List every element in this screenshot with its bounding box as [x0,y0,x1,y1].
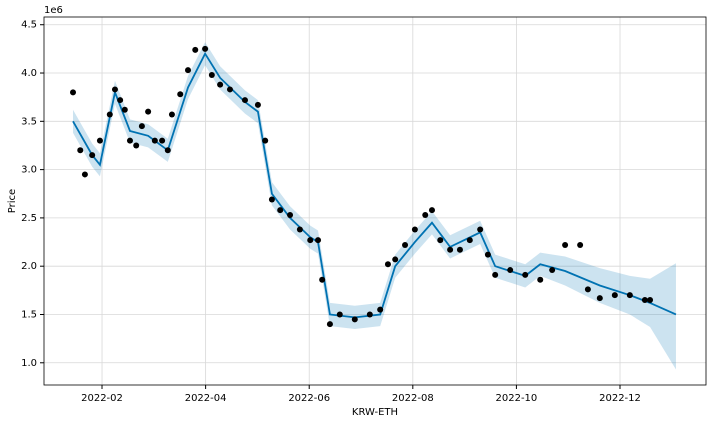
observed-point [164,147,171,154]
observed-point [111,86,118,93]
y-tick-label: 4.0 [21,68,37,79]
observed-point [96,137,103,144]
observed-point [611,292,618,299]
observed-point [437,237,444,244]
observed-point [192,46,199,53]
y-tick-label: 3.0 [21,165,37,176]
plot-frame [43,16,707,386]
observed-point [447,246,454,253]
observed-point [77,147,84,154]
observed-point [296,226,303,233]
observed-point [402,241,409,248]
observed-point [596,295,603,302]
observed-point [477,226,484,233]
observed-point [411,226,418,233]
observed-point [277,207,284,214]
observed-point [315,237,322,244]
observed-point [241,97,248,104]
observed-point [254,101,261,108]
observed-point [117,97,124,104]
observed-point [336,311,343,318]
x-tick-label: 2022-04 [185,393,227,404]
y-tick-label: 4.5 [21,20,37,31]
observed-point [326,321,333,328]
observed-point [287,212,294,219]
observed-point [151,137,158,144]
observed-point [208,71,215,78]
observed-point [202,45,209,52]
observed-point [549,267,556,274]
observed-point [217,81,224,88]
observed-point [138,123,145,130]
x-tick-label: 2022-02 [81,393,123,404]
observed-point [562,241,569,248]
observed-point [484,251,491,258]
observed-point [106,111,113,118]
y-tick-label: 2.5 [21,213,37,224]
observed-point [456,246,463,253]
observed-point [126,137,133,144]
observed-point [177,91,184,98]
observed-point [351,316,358,323]
observed-point [81,171,88,178]
observed-point [377,306,384,313]
observed-point [466,237,473,244]
y-tick-label: 2.0 [21,261,37,272]
x-tick-label: 2022-08 [392,393,434,404]
x-tick-label: 2022-06 [288,393,330,404]
observed-point [422,212,429,219]
observed-point [121,106,128,113]
observed-point [168,111,175,118]
observed-point [366,311,373,318]
uncertainty-band [73,42,676,370]
observed-point [428,207,435,214]
observed-point [262,137,269,144]
observed-point [537,276,544,283]
y-axis-label: Price [7,189,18,213]
observed-point [159,137,166,144]
observed-point [626,292,633,299]
x-tick-label: 2022-12 [599,393,641,404]
y-tick-label: 1.5 [21,309,37,320]
observed-point [584,286,591,293]
x-tick-label: 2022-10 [496,393,538,404]
observed-point [226,86,233,93]
observed-point [577,241,584,248]
y-offset-label: 1e6 [44,5,63,16]
observed-point [522,271,529,278]
observed-point [185,67,192,74]
observed-point [392,256,399,263]
observed-point [507,267,514,274]
observed-point [319,276,326,283]
observed-point [647,297,654,304]
observed-point [133,142,140,149]
y-tick-label: 3.5 [21,116,37,127]
observed-point [641,297,648,304]
observed-point [145,108,152,115]
observed-point [70,89,77,96]
observed-point [268,196,275,203]
observed-point [307,237,314,244]
observed-point [384,261,391,268]
x-axis-label: KRW-ETH [352,407,398,418]
observed-point [492,271,499,278]
y-tick-label: 1.0 [21,358,37,369]
observed-point [89,152,96,159]
